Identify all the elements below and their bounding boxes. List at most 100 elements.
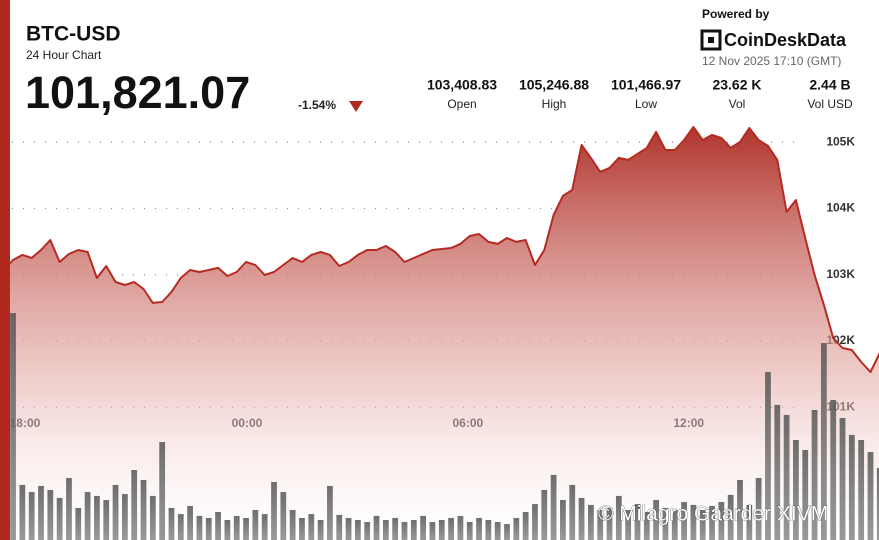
stat-label: High	[542, 97, 567, 111]
volume-bar	[569, 484, 576, 540]
volume-bar	[615, 495, 622, 540]
volume-bar	[765, 372, 771, 540]
stat-label: Open	[447, 97, 476, 111]
accent-stripe	[0, 0, 10, 540]
volume-bar	[858, 440, 865, 540]
volume-bar	[308, 514, 315, 540]
y-tick-label: 104K	[826, 201, 855, 215]
volume-bar	[653, 500, 660, 540]
volume-bar	[830, 400, 837, 540]
volume-bar	[709, 505, 715, 540]
volume-bar	[38, 485, 44, 540]
volume-bar	[317, 520, 324, 540]
volume-bar	[382, 520, 389, 540]
watermark: © Milagro Gaarder XIVM	[598, 503, 828, 526]
volume-bar	[159, 442, 166, 540]
volume-bar	[410, 520, 417, 540]
volume-bar	[364, 522, 371, 540]
volume-bar	[513, 517, 520, 540]
volume-bar	[196, 515, 203, 540]
volume-bar	[578, 497, 585, 540]
down-arrow	[349, 101, 363, 112]
volume-bar	[103, 500, 110, 540]
chart-title: BTC-USD	[26, 23, 121, 46]
volume-bar	[271, 482, 277, 540]
stat-label: Vol USD	[807, 97, 853, 111]
volume-bar	[839, 417, 846, 540]
volume-bar	[690, 504, 697, 540]
stat-value: 23.62 K	[712, 77, 761, 93]
volume-bar	[820, 343, 827, 540]
volume-bar	[10, 313, 16, 540]
volume-bar	[121, 494, 128, 540]
price: 101,821.07	[25, 67, 250, 118]
volume-bar	[783, 414, 790, 540]
volume-bar	[140, 480, 147, 540]
volume-bar	[448, 517, 454, 540]
volume-bar	[643, 512, 650, 540]
volume-bar	[392, 517, 399, 540]
y-tick-label: 105K	[826, 134, 855, 148]
volume-bar	[280, 492, 287, 540]
volume-bar	[373, 515, 380, 540]
volume-bars	[0, 313, 879, 540]
volume-bar	[550, 474, 557, 540]
volume-bar	[634, 504, 641, 540]
volume-bar	[597, 510, 604, 540]
volume-bar	[177, 514, 184, 540]
volume-bar	[168, 507, 175, 540]
volume-bar	[532, 504, 538, 540]
volume-bar	[727, 494, 734, 540]
volume-bar	[522, 512, 529, 540]
volume-bar	[429, 522, 436, 540]
volume-bar	[848, 434, 855, 540]
volume-bar	[504, 524, 510, 540]
area-layer	[0, 127, 879, 540]
volume-bar	[261, 514, 268, 540]
volume-bar	[215, 512, 221, 540]
volume-bar	[476, 517, 482, 540]
powered-by: Powered by	[702, 7, 770, 21]
volume-bar	[205, 517, 212, 540]
volume-bar	[494, 522, 501, 540]
volume-bar	[289, 510, 296, 540]
volume-bar	[867, 452, 874, 540]
brand: CoinDeskData	[724, 30, 847, 50]
volume-bar	[457, 515, 464, 540]
volume-bar	[718, 502, 725, 540]
volume-bar	[327, 485, 333, 540]
stat-label: Low	[635, 97, 657, 111]
volume-bar	[774, 404, 781, 540]
volume-bar	[541, 490, 548, 540]
volume-bar	[755, 477, 762, 540]
volume-bar	[354, 520, 361, 540]
volume-bar	[737, 480, 743, 540]
volume-bar	[671, 510, 678, 540]
volume-bar	[336, 514, 343, 540]
stat-value: 101,466.97	[611, 77, 681, 93]
volume-bar	[681, 502, 687, 540]
volume-bar	[606, 507, 613, 540]
y-tick-label: 103K	[826, 267, 855, 281]
volume-bar	[299, 517, 305, 540]
change: -1.54%	[298, 98, 336, 112]
chart-subtitle: 24 Hour Chart	[26, 48, 102, 62]
stat-value: 105,246.88	[519, 77, 589, 93]
volume-bar	[84, 492, 91, 540]
volume-bar	[793, 440, 799, 540]
stats: 103,408.83 Open 105,246.88 High 101,466.97 Lo…	[427, 77, 853, 111]
volume-bar	[187, 505, 194, 540]
volume-bar	[131, 470, 138, 540]
volume-bar	[75, 507, 82, 540]
volume-bar	[233, 515, 240, 540]
volume-bar	[224, 520, 231, 540]
volume-bar	[699, 510, 706, 540]
volume-bar	[802, 450, 809, 540]
volume-bar	[47, 490, 54, 540]
volume-bar	[625, 510, 632, 540]
volume-bar	[252, 510, 259, 540]
area-fill	[0, 127, 879, 540]
stat-label: Vol	[729, 97, 746, 111]
